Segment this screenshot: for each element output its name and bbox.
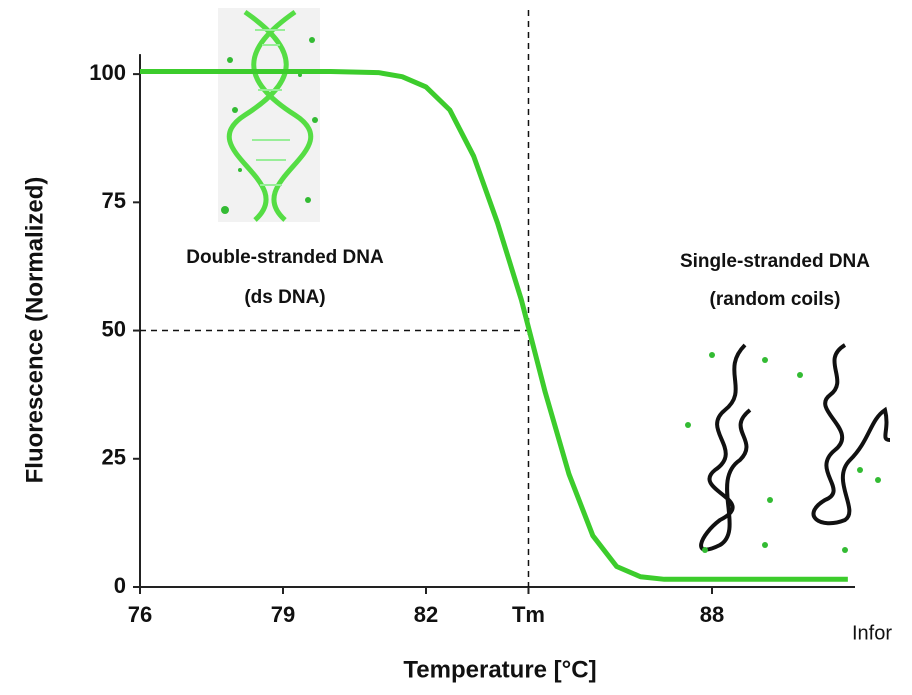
- x-tick-label: 82: [414, 602, 438, 627]
- x-tick-label: 88: [700, 602, 724, 627]
- annotation: Double-stranded DNA: [186, 247, 384, 268]
- y-tick-label: 75: [102, 188, 126, 213]
- source-note: Infor: [852, 622, 892, 644]
- x-tick-label: 76: [128, 602, 152, 627]
- y-tick-label: 50: [102, 316, 126, 341]
- y-axis-title: Fluorescence (Normalized): [21, 177, 48, 484]
- y-tick-label: 0: [114, 573, 126, 598]
- dsdna-illustration: [218, 8, 320, 222]
- x-tick-label: 79: [271, 602, 295, 627]
- x-axis-title: Temperature [°C]: [403, 656, 596, 683]
- annotation: (ds DNA): [244, 287, 325, 308]
- y-tick-label: 25: [102, 445, 126, 470]
- x-tick-label: Tm: [512, 602, 545, 627]
- annotation: (random coils): [710, 289, 841, 310]
- annotation: Single-stranded DNA: [680, 251, 870, 272]
- melting-curve: [140, 69, 848, 582]
- ssdna-illustration: [685, 343, 891, 553]
- y-tick-label: 100: [89, 60, 126, 85]
